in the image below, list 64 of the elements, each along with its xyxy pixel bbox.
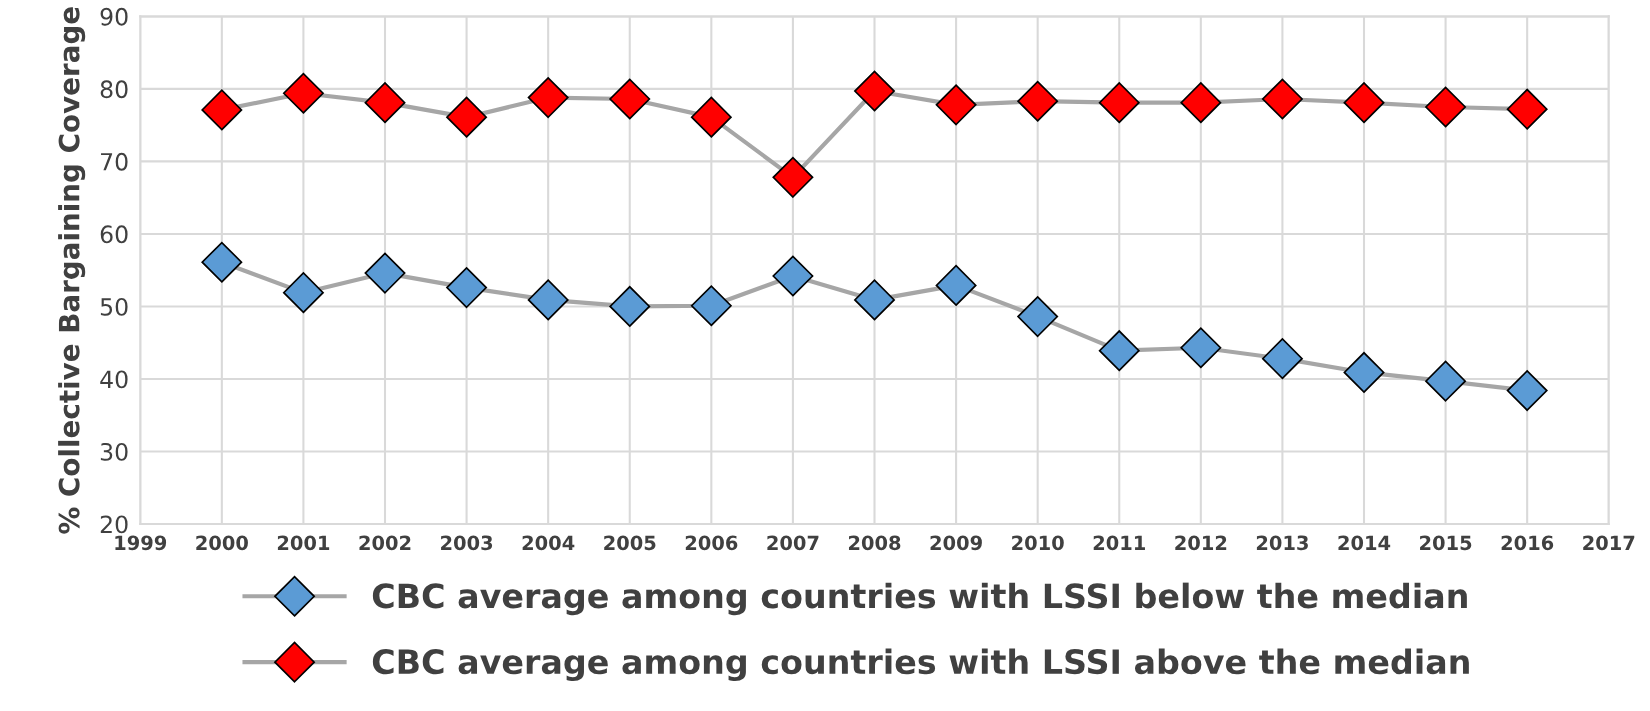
x-tick-label: 2001 (277, 535, 330, 551)
y-tick-label: 70 (101, 152, 128, 171)
y-tick-label: 90 (100, 7, 128, 26)
x-tick-label: 2005 (604, 535, 656, 551)
x-tick-label: 2002 (359, 535, 411, 551)
y-tick-label: 20 (100, 515, 128, 534)
point (935, 264, 977, 306)
x-tick-label: 2003 (441, 535, 493, 551)
point (1506, 370, 1548, 412)
point (282, 72, 324, 114)
point (527, 77, 569, 119)
x-tick-label: 2013 (1256, 535, 1308, 551)
x-tick-label: 2015 (1420, 535, 1472, 551)
y-axis-title: % Collective Bargaining Coverage (58, 7, 86, 534)
point (690, 285, 732, 327)
point (282, 272, 324, 314)
point (1425, 360, 1467, 402)
point (1261, 78, 1303, 120)
point (1017, 296, 1059, 338)
x-tick-label: 2000 (196, 535, 248, 551)
x-tick-label: 2012 (1175, 535, 1227, 551)
point (1343, 351, 1385, 393)
point (364, 82, 406, 124)
x-tick-label: 2009 (930, 535, 982, 551)
x-tick-label: 2006 (685, 535, 738, 551)
point (1261, 338, 1303, 380)
point (446, 267, 488, 309)
x-tick-label: 1999 (115, 535, 167, 551)
point (1098, 82, 1140, 124)
x-tick-label: 2017 (1583, 535, 1635, 551)
point (527, 279, 569, 321)
point (1343, 82, 1385, 124)
point (854, 279, 895, 321)
x-tick-label: 2011 (1093, 535, 1145, 551)
point (364, 252, 406, 294)
point (1506, 88, 1548, 130)
x-tick-label: 2016 (1501, 535, 1554, 551)
x-tick-label: 2004 (522, 535, 575, 551)
y-tick-label: 50 (100, 297, 128, 316)
point (1180, 327, 1222, 369)
point (1425, 86, 1467, 128)
point (609, 285, 651, 327)
legend-label: CBC average among countries with LSSI below the median (372, 582, 1467, 616)
x-tick-label: 2008 (848, 535, 901, 551)
point (1017, 80, 1059, 122)
y-tick-label: 60 (100, 225, 128, 244)
point (609, 78, 651, 120)
point (201, 89, 243, 131)
point (772, 255, 814, 297)
point (1098, 330, 1140, 372)
point (1180, 82, 1222, 124)
y-tick-label: 30 (100, 442, 128, 461)
x-tick-label: 2007 (767, 535, 819, 551)
point (690, 96, 732, 138)
point (772, 156, 814, 198)
legend-label: CBC average among countries with LSSI above the median (372, 648, 1469, 681)
x-tick-label: 2014 (1338, 535, 1391, 551)
y-tick-label: 40 (100, 370, 128, 389)
x-tick-label: 2010 (1012, 535, 1064, 551)
y-tick-label: 80 (100, 80, 128, 99)
point (854, 70, 895, 112)
point (201, 241, 243, 283)
point (935, 84, 977, 126)
point (446, 96, 488, 138)
